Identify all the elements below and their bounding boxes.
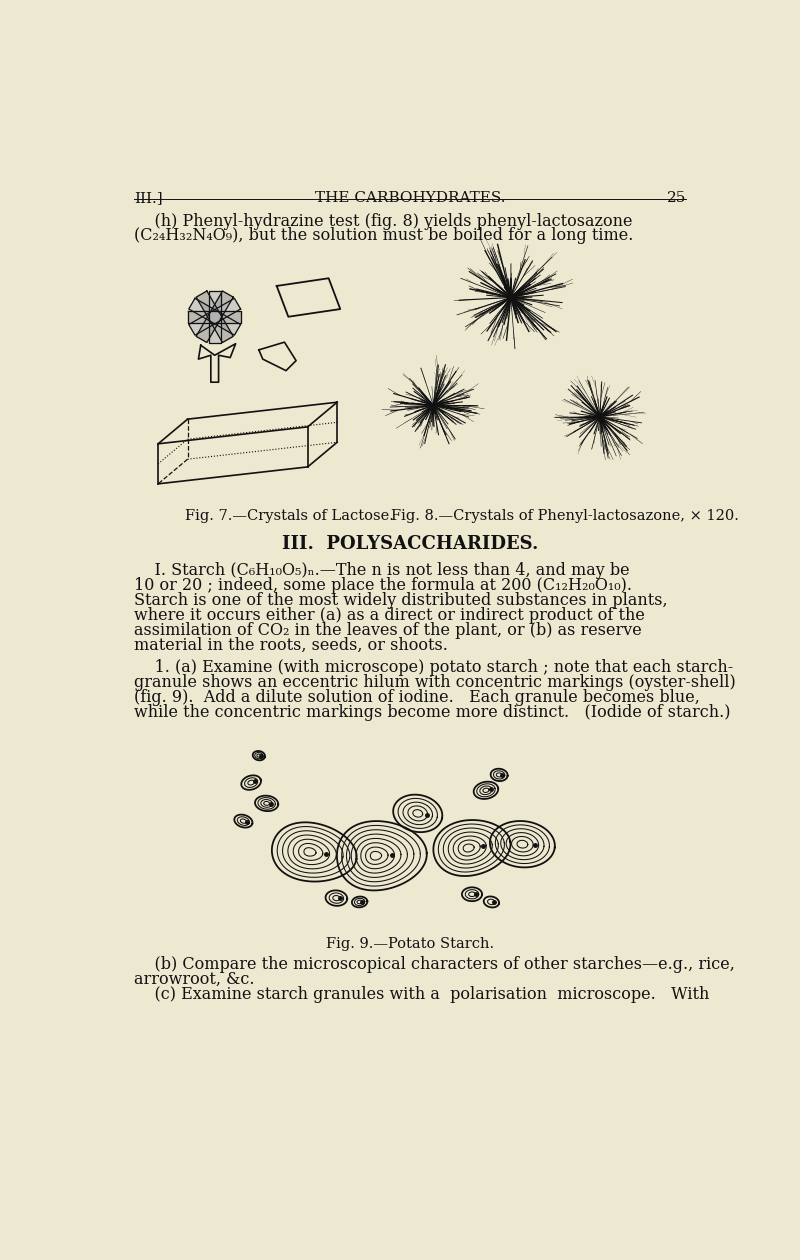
Text: assimilation of CO₂ in the leaves of the plant, or (b) as reserve: assimilation of CO₂ in the leaves of the…	[134, 621, 642, 639]
Polygon shape	[196, 291, 234, 343]
Text: 25: 25	[666, 192, 686, 205]
Text: arrowroot, &c.: arrowroot, &c.	[134, 971, 254, 988]
Text: where it occurs either (a) as a direct or indirect product of the: where it occurs either (a) as a direct o…	[134, 606, 645, 624]
Text: (c) Examine starch granules with a  polarisation  microscope.   With: (c) Examine starch granules with a polar…	[134, 985, 710, 1003]
Polygon shape	[277, 278, 340, 316]
Text: Fig. 7.—Crystals of Lactose.: Fig. 7.—Crystals of Lactose.	[186, 509, 394, 523]
Text: (fig. 9).  Add a dilute solution of iodine.   Each granule becomes blue,: (fig. 9). Add a dilute solution of iodin…	[134, 689, 700, 707]
Text: 1. (a) Examine (with microscope) potato starch ; note that each starch-: 1. (a) Examine (with microscope) potato …	[134, 659, 734, 677]
Text: (b) Compare the microscopical characters of other starches—e.g., rice,: (b) Compare the microscopical characters…	[134, 956, 735, 973]
Text: III.]: III.]	[134, 192, 162, 205]
Text: while the concentric markings become more distinct.   (Iodide of starch.): while the concentric markings become mor…	[134, 704, 730, 722]
Polygon shape	[198, 344, 236, 382]
Polygon shape	[189, 299, 241, 335]
Polygon shape	[189, 299, 241, 335]
Polygon shape	[196, 291, 234, 343]
Polygon shape	[209, 291, 221, 343]
Text: (C₂₄H₃₂N₄O₉), but the solution must be boiled for a long time.: (C₂₄H₃₂N₄O₉), but the solution must be b…	[134, 228, 634, 244]
Text: THE CARBOHYDRATES.: THE CARBOHYDRATES.	[314, 192, 506, 205]
Polygon shape	[188, 311, 241, 323]
Text: (h) Phenyl-hydrazine test (fig. 8) yields phenyl-lactosazone: (h) Phenyl-hydrazine test (fig. 8) yield…	[134, 213, 633, 229]
Polygon shape	[259, 343, 296, 370]
Text: I. Starch (C₆H₁₀O₅)ₙ.—The n is not less than 4, and may be: I. Starch (C₆H₁₀O₅)ₙ.—The n is not less …	[134, 562, 630, 578]
Text: Fig. 9.—Potato Starch.: Fig. 9.—Potato Starch.	[326, 936, 494, 950]
Text: 10 or 20 ; indeed, some place the formula at 200 (C₁₂H₂₀O₁₀).: 10 or 20 ; indeed, some place the formul…	[134, 577, 632, 593]
Text: III.  POLYSACCHARIDES.: III. POLYSACCHARIDES.	[282, 534, 538, 553]
Text: Starch is one of the most widely distributed substances in plants,: Starch is one of the most widely distrib…	[134, 592, 668, 609]
Text: material in the roots, seeds, or shoots.: material in the roots, seeds, or shoots.	[134, 636, 448, 654]
Text: granule shows an eccentric hilum with concentric markings (oyster-shell): granule shows an eccentric hilum with co…	[134, 674, 736, 692]
Text: Fig. 8.—Crystals of Phenyl-lactosazone, × 120.: Fig. 8.—Crystals of Phenyl-lactosazone, …	[390, 509, 738, 523]
